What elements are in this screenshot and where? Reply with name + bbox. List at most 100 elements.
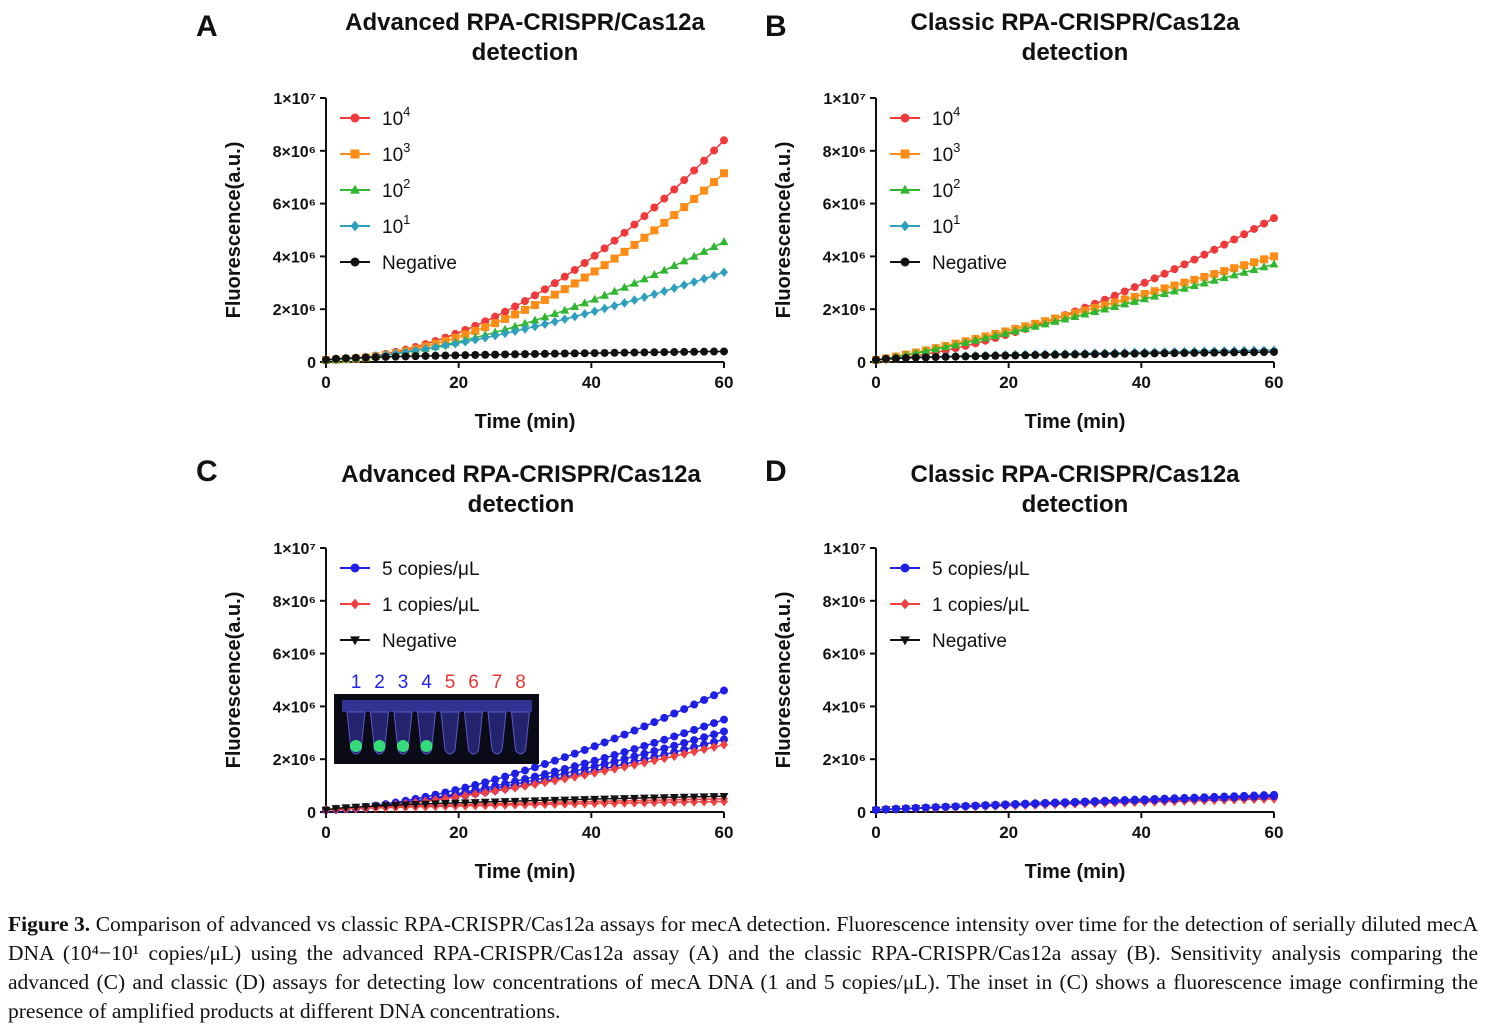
data-point [1160,349,1169,358]
data-point [649,269,659,278]
data-point [710,738,719,747]
x-axis-label: Time (min) [1025,861,1126,883]
data-point [530,797,540,806]
data-point [1170,794,1179,803]
data-point [670,283,679,293]
data-point [700,273,709,284]
data-point [1199,278,1209,287]
data-point [901,353,910,362]
data-point [341,804,351,813]
data-point [921,346,931,355]
tube-number: 1 [351,672,362,693]
data-point [640,292,649,302]
legend-label: 104 [932,104,960,130]
tube-fluorescence [350,740,362,752]
data-point [580,273,589,282]
chart-c: 0 2×10⁶ 4×10⁶ 6×10⁶ 8×10⁶ 1×10⁷ 0 20 40 60 Time (m… [223,541,733,883]
tube [440,711,460,755]
data-point [1110,301,1120,310]
data-point [620,298,629,308]
data-point [511,350,520,359]
data-point [491,319,500,328]
data-point [1031,799,1040,808]
y-tick-label: 8×10⁶ [823,594,866,611]
data-point [461,336,470,347]
data-point [650,226,659,235]
y-tick-label: 2×10⁶ [823,752,866,769]
legend-marker [350,220,360,232]
data-point [1250,224,1259,233]
data-point [1200,250,1209,259]
data-point [1180,278,1189,287]
legend-marker [900,113,910,123]
data-point [1210,792,1219,801]
data-point [630,726,639,735]
panel-letter: C [196,455,218,488]
data-point [451,351,460,360]
data-point [560,285,569,294]
data-point [580,796,590,805]
data-point [640,742,649,750]
x-tick-label: 60 [1265,823,1284,842]
data-point [640,348,649,357]
data-point [700,695,709,704]
data-point [1140,278,1149,287]
data-point [560,796,570,805]
data-point [501,307,510,316]
data-point [1110,349,1119,358]
y-tick-label: 0 [307,355,316,372]
legend-marker [350,257,360,267]
data-point [421,351,430,360]
data-point [1210,270,1219,279]
data-point [709,793,719,802]
caption-text: Comparison of advanced vs classic RPA-CR… [8,912,1478,1023]
data-point [720,267,728,278]
data-point [951,352,960,361]
data-point [530,763,539,772]
tube-number: 2 [374,672,385,693]
data-point [1190,275,1199,284]
data-point [1100,796,1109,805]
data-point [1150,274,1159,283]
data-point [481,778,490,787]
data-point [660,744,669,753]
legend-marker [350,563,360,573]
legend: 104 103 102 101 Negative [340,104,457,274]
data-point [1230,235,1239,244]
chart-d: 0 2×10⁶ 4×10⁶ 6×10⁶ 8×10⁶ 1×10⁷ 0 20 40 60 Time (m… [773,541,1284,883]
data-point [669,261,679,270]
data-point [1071,797,1079,806]
y-tick-label: 6×10⁶ [823,647,866,664]
data-point [1001,351,1010,360]
data-point [1209,275,1219,284]
data-point [951,340,960,349]
data-point [441,800,450,809]
data-point [660,713,669,722]
data-point [1260,791,1269,800]
y-tick-label: 1×10⁷ [823,91,866,108]
legend: 5 copies/μL 1 copies/μL Negative [890,559,1030,652]
data-point [620,730,629,739]
data-point [361,353,370,362]
data-point [881,805,890,814]
data-point [600,261,609,270]
data-point [1030,321,1040,330]
x-tick-label: 20 [999,373,1018,392]
data-point [600,753,609,762]
data-point [431,351,440,360]
data-point [1041,798,1050,807]
data-point [620,247,629,256]
data-point [1180,793,1189,802]
y-tick-label: 8×10⁶ [823,144,866,161]
data-point [550,279,559,288]
data-point [521,297,529,306]
data-point [720,739,728,750]
x-tick-label: 40 [1132,373,1151,392]
data-point [570,796,580,805]
data-point [1120,287,1129,296]
data-point [650,289,659,300]
data-point [1170,265,1179,274]
data-point [540,797,550,806]
data-point [540,285,549,294]
data-point [550,796,560,805]
